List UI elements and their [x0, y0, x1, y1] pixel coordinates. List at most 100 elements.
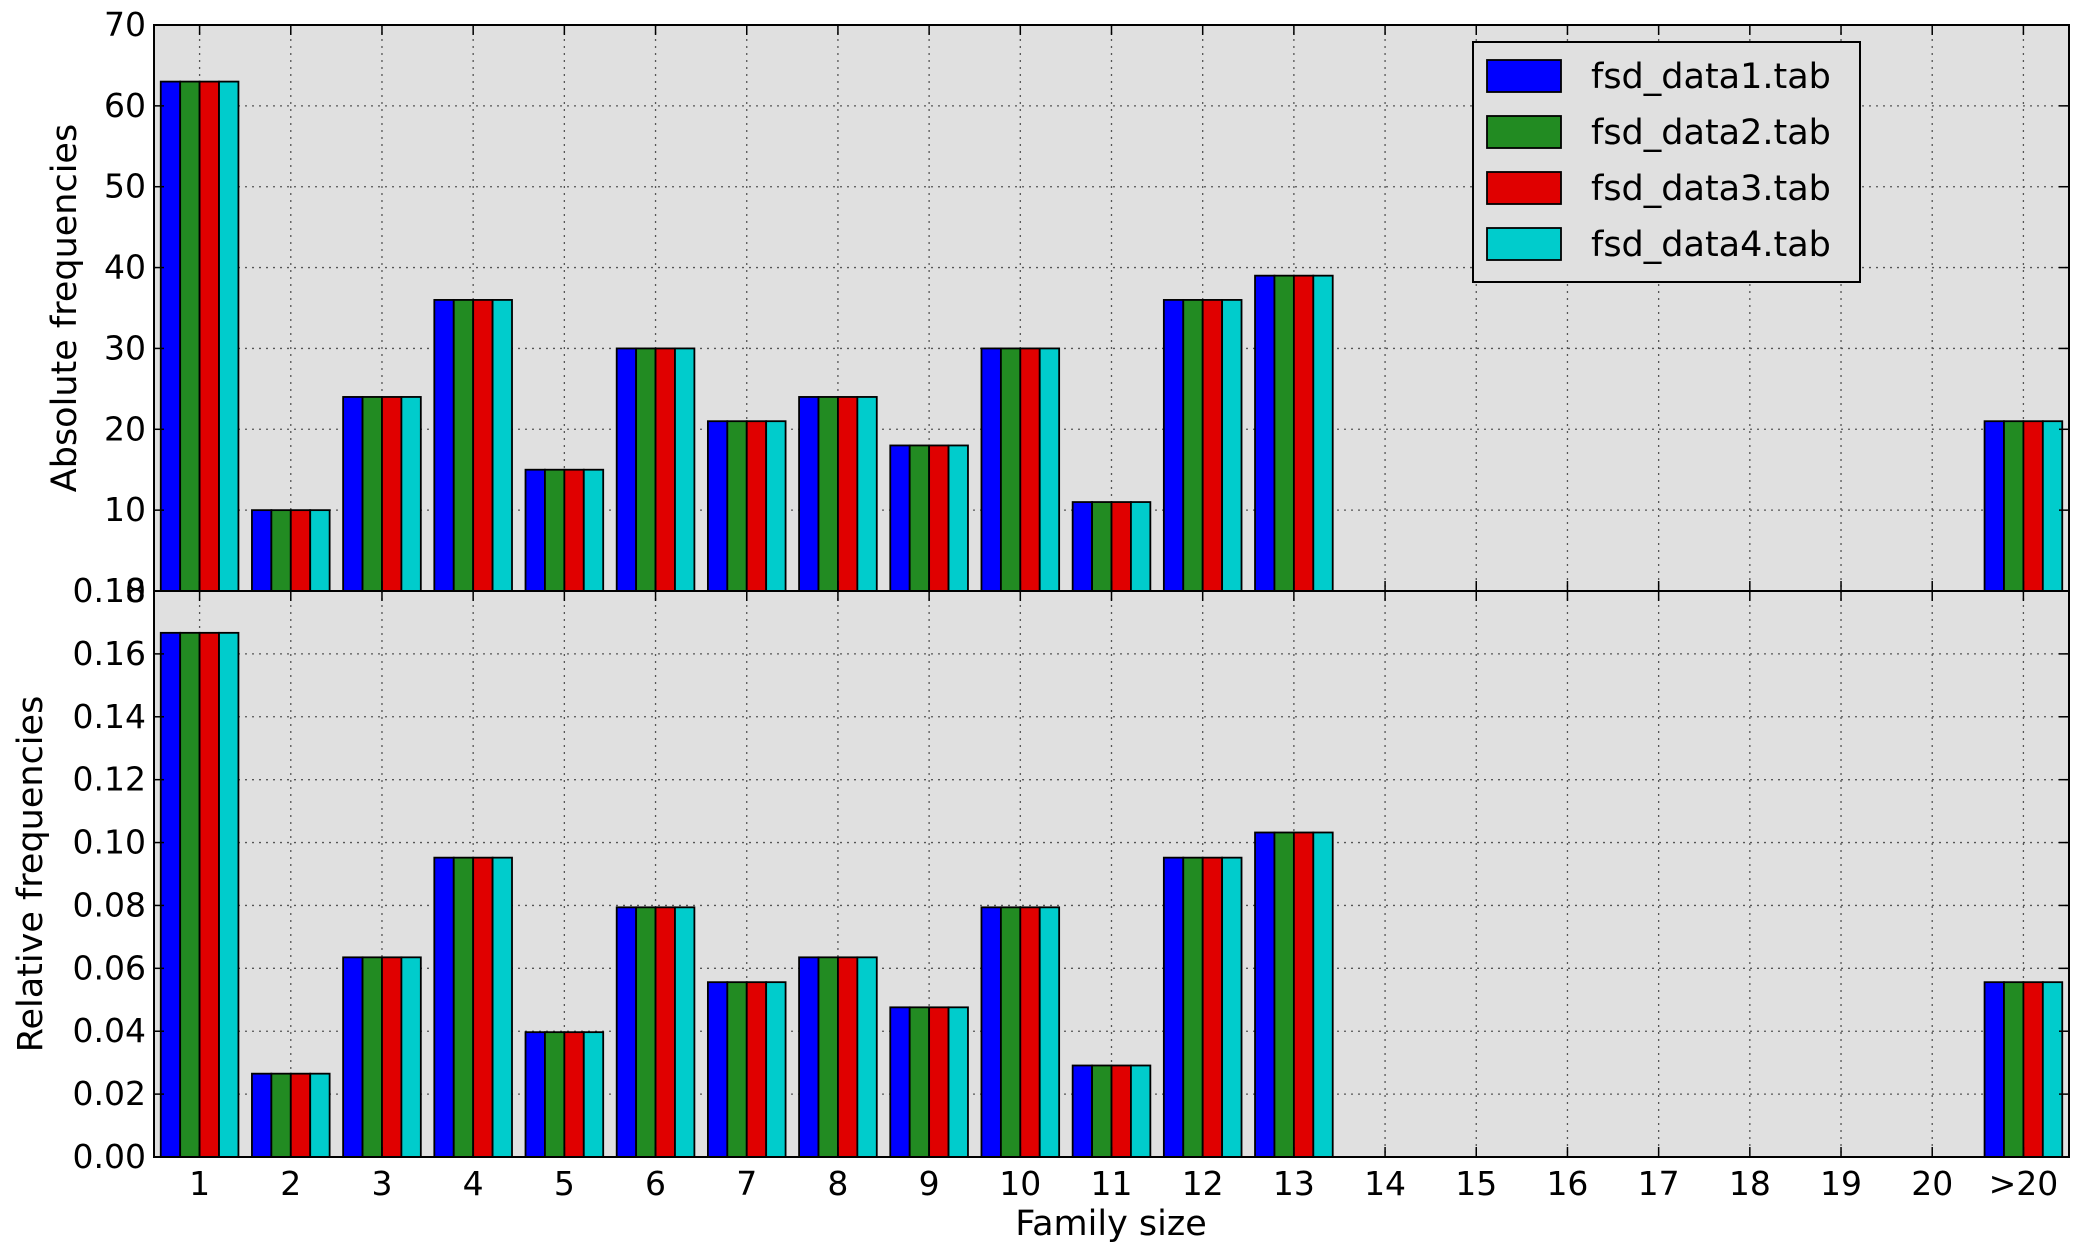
bar-relative-6-series-2: [635, 906, 657, 1158]
x-axis-label: Family size: [1015, 1204, 1207, 1244]
bar-absolute-3-series-4: [400, 396, 422, 592]
bar-absolute-10-series-1: [980, 347, 1002, 592]
bar-absolute-2-series-4: [309, 509, 331, 592]
bar-absolute-10-series-2: [999, 347, 1022, 592]
bar-absolute-6-series-4: [674, 347, 696, 592]
bar-absolute-10-series-4: [1038, 347, 1061, 592]
xtick-label-18: 18: [1729, 1164, 1771, 1203]
relative-frequencies-panel: 0.00 0.02 0.04 0.06 0.08 0.10 0.12 0.14 0.16 0.18…: [11, 571, 2070, 1203]
bar-relative-13-series-2: [1273, 831, 1295, 1158]
bar-absolute->20-series-4: [2041, 420, 2064, 592]
bar-absolute-1-series-1: [159, 80, 182, 592]
absolute-ytick-label: 40: [104, 248, 146, 287]
bar-relative-6-series-4: [674, 906, 696, 1158]
bar-relative-7-series-1: [706, 981, 729, 1158]
relative-ytick-label: 0.04: [73, 1011, 146, 1050]
bar-relative-12-series-3: [1201, 856, 1224, 1158]
bar-absolute-11-series-1: [1071, 501, 1093, 592]
bar-absolute-5-series-4: [582, 468, 605, 592]
bar-absolute-3-series-2: [361, 396, 383, 592]
bar-relative-2-series-1: [251, 1072, 273, 1158]
bar-absolute-1-series-4: [218, 80, 240, 592]
bar-absolute-7-series-4: [765, 420, 787, 592]
relative-y-axis-label: Relative frequencies: [11, 696, 51, 1053]
bar-absolute-9-series-4: [947, 444, 969, 592]
bar-relative-5-series-1: [524, 1031, 546, 1158]
bar-absolute-7-series-1: [706, 420, 729, 592]
absolute-ytick-label: 60: [104, 86, 146, 125]
bar-absolute-13-series-4: [1312, 274, 1334, 592]
xtick-label-3: 3: [371, 1164, 392, 1203]
bar-absolute-12-series-4: [1221, 299, 1243, 592]
relative-ytick-label: 0.18: [73, 571, 146, 610]
bar-absolute-1-series-3: [198, 80, 220, 592]
bar-absolute-1-series-2: [179, 80, 201, 592]
bar-absolute-9-series-1: [889, 444, 911, 592]
relative-ytick-label: 0.12: [73, 760, 146, 799]
absolute-ytick-label: 70: [104, 5, 146, 44]
bar-relative-12-series-1: [1162, 856, 1185, 1158]
bar-relative-11-series-1: [1071, 1064, 1093, 1158]
bar-absolute-8-series-4: [856, 396, 878, 592]
bar-relative-9-series-2: [908, 1006, 931, 1158]
legend-swatch-3: [1486, 171, 1562, 205]
bar-relative-13-series-4: [1312, 831, 1334, 1158]
bar-relative-6-series-3: [654, 906, 676, 1158]
bar-relative-1-series-3: [198, 631, 220, 1158]
bar-absolute-6-series-1: [615, 347, 638, 592]
xtick-label-13: 13: [1273, 1164, 1315, 1203]
bar-relative-10-series-3: [1019, 906, 1041, 1158]
bar-relative-8-series-1: [798, 956, 820, 1158]
bar-relative-1-series-4: [218, 631, 240, 1158]
bar-relative-9-series-1: [889, 1006, 911, 1158]
legend-label-1: fsd_data1.tab: [1591, 57, 1831, 97]
bar-relative-11-series-2: [1091, 1064, 1113, 1158]
bar-absolute->20-series-3: [2022, 420, 2044, 592]
absolute-ytick-label: 20: [104, 409, 146, 448]
legend-label-3: fsd_data3.tab: [1591, 169, 1831, 209]
bar-relative->20-series-3: [2022, 981, 2044, 1158]
bar-absolute-12-series-3: [1201, 299, 1224, 592]
bar-relative->20-series-4: [2041, 981, 2064, 1158]
legend-label-4: fsd_data4.tab: [1591, 225, 1831, 265]
bar-relative-9-series-3: [928, 1006, 950, 1158]
bar-relative-3-series-3: [381, 956, 403, 1158]
bar-absolute-2-series-3: [289, 509, 312, 592]
bar-relative-8-series-4: [856, 956, 878, 1158]
bar-absolute-9-series-3: [928, 444, 950, 592]
bar-absolute-13-series-1: [1254, 274, 1276, 592]
xtick-label-19: 19: [1820, 1164, 1862, 1203]
bar-relative-2-series-2: [270, 1072, 292, 1158]
bar-relative-2-series-3: [289, 1072, 312, 1158]
bar-relative-11-series-4: [1130, 1064, 1152, 1158]
bar-relative-8-series-2: [817, 956, 839, 1158]
bar-relative-1-series-1: [159, 631, 182, 1158]
bar-relative-10-series-4: [1038, 906, 1061, 1158]
bar-absolute-3-series-1: [342, 396, 364, 592]
bar-absolute-6-series-2: [635, 347, 657, 592]
bar-relative-10-series-2: [999, 906, 1022, 1158]
bar-relative-1-series-2: [179, 631, 201, 1158]
absolute-ytick-label: 30: [104, 328, 146, 367]
bar-absolute-10-series-3: [1019, 347, 1041, 592]
xtick-label-16: 16: [1546, 1164, 1588, 1203]
xtick-label-15: 15: [1455, 1164, 1497, 1203]
bar-relative-5-series-2: [544, 1031, 566, 1158]
bar-absolute-11-series-2: [1091, 501, 1113, 592]
xtick-label-12: 12: [1182, 1164, 1224, 1203]
relative-ytick-label: 0.14: [73, 697, 146, 736]
bar-relative-12-series-4: [1221, 856, 1243, 1158]
bar-absolute-5-series-1: [524, 468, 546, 592]
bar-relative-4-series-4: [491, 856, 513, 1158]
bar-relative-2-series-4: [309, 1072, 331, 1158]
bar-relative-8-series-3: [837, 956, 859, 1158]
xtick-label-10: 10: [999, 1164, 1041, 1203]
bar-absolute-4-series-2: [452, 299, 475, 592]
bar-relative-6-series-1: [615, 906, 638, 1158]
legend-swatch-4: [1486, 227, 1562, 261]
legend-swatch-2: [1486, 115, 1562, 149]
xtick-label-17: 17: [1638, 1164, 1680, 1203]
bar-relative-3-series-4: [400, 956, 422, 1158]
bar-absolute-12-series-2: [1182, 299, 1204, 592]
